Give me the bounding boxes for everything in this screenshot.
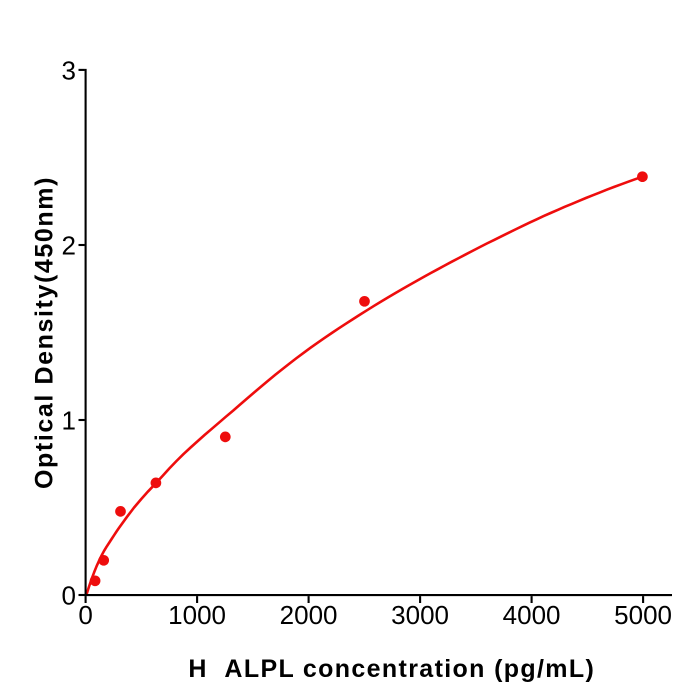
svg-text:2000: 2000 <box>280 600 338 630</box>
svg-text:5000: 5000 <box>614 600 672 630</box>
svg-text:1: 1 <box>62 405 76 435</box>
svg-text:2: 2 <box>62 230 76 260</box>
svg-text:1000: 1000 <box>168 600 226 630</box>
svg-text:Optical Density(450nm): Optical Density(450nm) <box>30 176 58 489</box>
svg-text:3: 3 <box>62 55 76 85</box>
svg-text:0: 0 <box>78 600 92 630</box>
svg-text:H ALPL concentration (pg/mL): H ALPL concentration (pg/mL) <box>188 655 595 683</box>
svg-text:0: 0 <box>62 580 76 610</box>
svg-text:3000: 3000 <box>391 600 449 630</box>
svg-text:4000: 4000 <box>503 600 561 630</box>
